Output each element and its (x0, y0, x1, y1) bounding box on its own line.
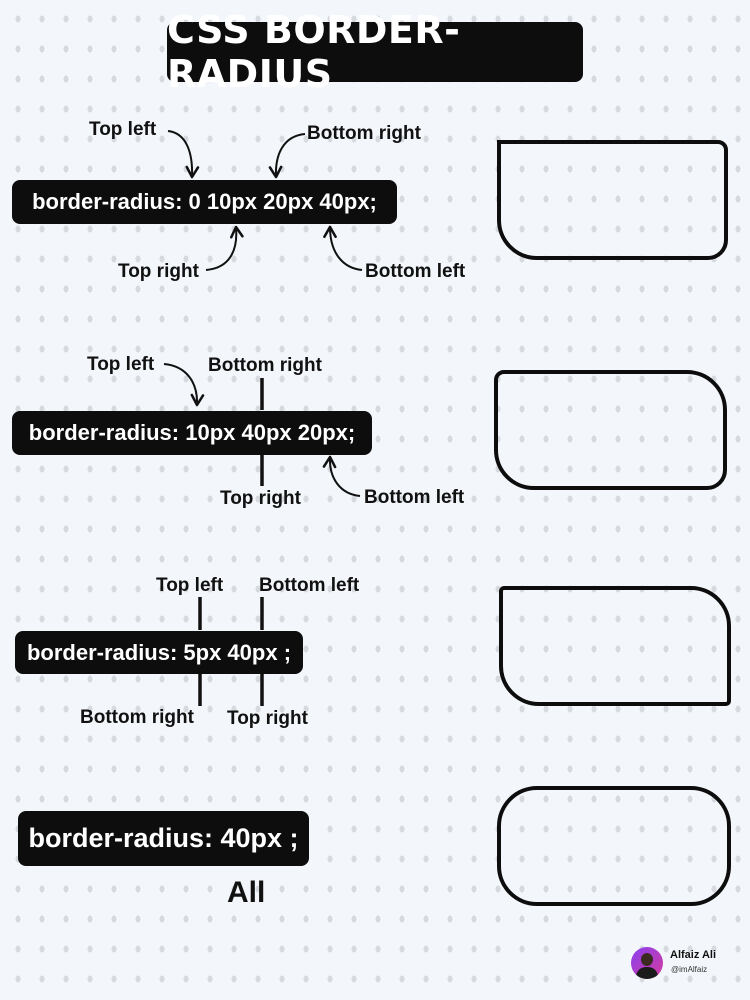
demo-box-4 (497, 786, 731, 906)
label-top-left-1: Top left (89, 119, 157, 140)
label-bottom-right-2: Bottom right (208, 355, 322, 376)
arrow-bottom-left-1 (323, 225, 363, 271)
arrow-top-left-2 (163, 363, 205, 407)
demo-box-2 (494, 370, 727, 490)
arrow-bottom-right-1 (268, 133, 306, 179)
label-top-left-3: Top left (156, 575, 224, 596)
code-snippet-1: border-radius: 0 10px 20px 40px; (12, 180, 397, 224)
label-bottom-left-2: Bottom left (364, 487, 465, 508)
label-bottom-left-3: Bottom left (259, 575, 360, 596)
author-name: Alfaiz Ali (670, 949, 717, 961)
arrow-top-right-1 (205, 225, 244, 271)
avatar (631, 947, 663, 979)
demo-box-3 (499, 586, 731, 706)
label-bottom-left-1: Bottom left (365, 261, 466, 282)
code-snippet-4: border-radius: 40px ; (18, 811, 309, 866)
author-handle: @imAlfaiz (671, 965, 708, 974)
arrow-bottom-left-2 (322, 455, 361, 497)
label-bottom-right-3: Bottom right (80, 707, 194, 728)
label-top-right-3: Top right (227, 708, 308, 729)
label-top-right-1: Top right (118, 261, 199, 282)
demo-box-1 (497, 140, 728, 260)
arrow-top-left-1 (167, 130, 200, 179)
label-all-4: All (227, 876, 266, 909)
code-snippet-2: border-radius: 10px 40px 20px; (12, 411, 372, 455)
label-top-right-2: Top right (220, 488, 301, 509)
label-top-left-2: Top left (87, 354, 155, 375)
code-snippet-3: border-radius: 5px 40px ; (15, 631, 303, 674)
label-bottom-right-1: Bottom right (307, 123, 421, 144)
